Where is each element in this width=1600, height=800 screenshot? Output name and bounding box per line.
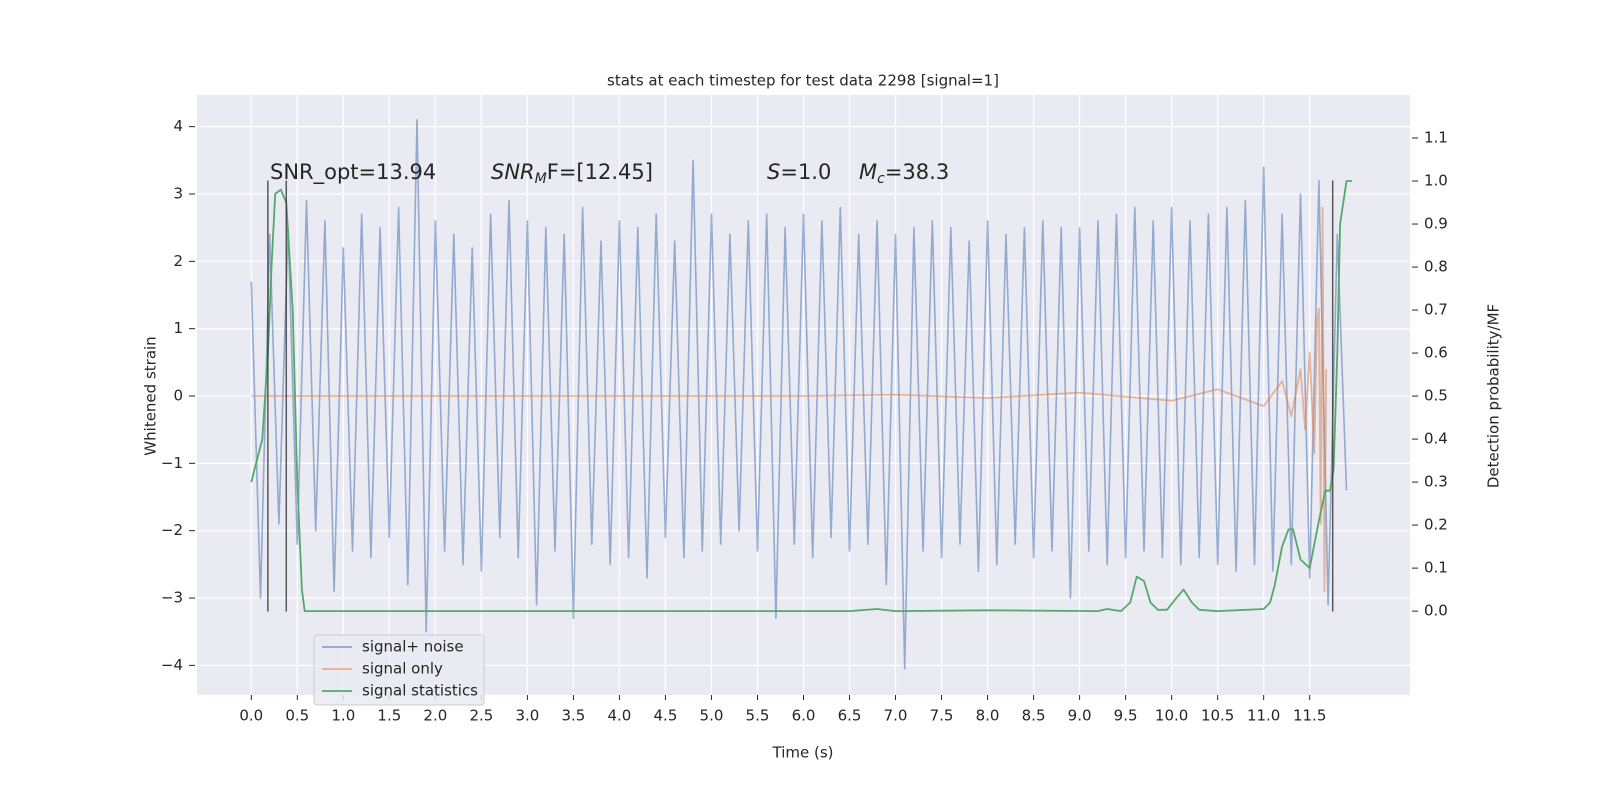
x-tick-label: 11.5 <box>1293 707 1326 725</box>
series-line <box>250 119 1348 670</box>
y2-axis-label: Detection probability/MF <box>1485 304 1503 488</box>
x-tick-label: 1.5 <box>377 707 401 725</box>
x-tick-label: 10.5 <box>1201 707 1234 725</box>
x-tick-label: 5.0 <box>700 707 724 725</box>
x-tick-label: 8.5 <box>1022 707 1046 725</box>
x-tick-label: 1.0 <box>331 707 355 725</box>
legend-label: signal+ noise <box>362 638 464 656</box>
y-axis-label: Whitened strain <box>142 336 160 455</box>
x-axis-label: Time (s) <box>772 744 834 762</box>
x-tick-label: 4.5 <box>654 707 678 725</box>
y2-tick-label: 0.6 <box>1424 344 1448 362</box>
legend-label: signal only <box>362 660 443 678</box>
x-tick-label: 11.0 <box>1247 707 1280 725</box>
y2-tick-label: 1.1 <box>1424 129 1448 147</box>
x-tick-label: 6.0 <box>792 707 816 725</box>
y2-tick-label: 0.7 <box>1424 301 1448 319</box>
annotation-base: S <box>767 160 780 184</box>
y2-tick-label: 0.0 <box>1424 602 1448 620</box>
series-line <box>250 180 1352 612</box>
legend-box <box>313 634 485 706</box>
x-tick-label: 0.5 <box>285 707 309 725</box>
x-tick-label: 3.0 <box>515 707 539 725</box>
y2-tick-label: 1.0 <box>1424 172 1448 190</box>
x-tick-label: 3.5 <box>561 707 585 725</box>
y-tick-label: −3 <box>161 589 183 607</box>
y-tick-label: 3 <box>173 184 183 202</box>
x-tick-label: 6.5 <box>838 707 862 725</box>
y2-tick-label: 0.5 <box>1424 387 1448 405</box>
y-tick-label: 4 <box>173 117 183 135</box>
grid <box>197 95 1410 695</box>
x-tick-label: 8.0 <box>976 707 1000 725</box>
y-tick-label: 0 <box>173 387 183 405</box>
x-tick-label: 9.0 <box>1068 707 1092 725</box>
x-tick-label: 9.5 <box>1114 707 1138 725</box>
annotation: Mc=38.3 <box>859 160 949 187</box>
x-tick-label: 2.5 <box>469 707 493 725</box>
marks <box>250 119 1352 670</box>
annotation-base: M <box>859 160 877 184</box>
annotation-base: SNR <box>491 160 535 184</box>
annotation-sub: c <box>877 171 885 187</box>
annotation: S=1.0 <box>767 160 831 184</box>
x-tick-label: 5.5 <box>746 707 770 725</box>
ticks: 0.0 0.5 1.0 1.5 2.0 2.5 3.0 3.5 4.0 4.5 5.0 5.5 6.0 6… <box>161 117 1448 724</box>
annotation-text: F=[12.45] <box>547 160 653 184</box>
x-tick-label: 7.0 <box>884 707 908 725</box>
y2-tick-label: 0.2 <box>1424 516 1448 534</box>
y2-tick-label: 0.1 <box>1424 559 1448 577</box>
y-tick-label: 2 <box>173 252 183 270</box>
annotation-text: SNR_opt=13.94 <box>270 160 436 185</box>
annotation: SNR_opt=13.94 <box>270 160 436 185</box>
y-tick-label: −4 <box>161 656 183 674</box>
chart-title: stats at each timestep for test data 229… <box>607 72 999 90</box>
y-tick-label: 1 <box>173 319 183 337</box>
y2-tick-label: 0.3 <box>1424 473 1448 491</box>
legend-label: signal statistics <box>362 682 478 700</box>
x-tick-label: 10.0 <box>1155 707 1188 725</box>
legend: signal+ noise signal only signal statistic… <box>313 634 485 706</box>
x-tick-label: 4.0 <box>608 707 632 725</box>
y2-tick-label: 0.4 <box>1424 430 1448 448</box>
annotation-text: =38.3 <box>885 160 949 184</box>
y2-tick-label: 0.8 <box>1424 258 1448 276</box>
x-tick-label: 7.5 <box>930 707 954 725</box>
y-tick-label: −2 <box>161 521 183 539</box>
annotation-sub: M <box>535 171 547 187</box>
series-line <box>251 206 1328 593</box>
annotation: SNRMF=[12.45] <box>491 160 653 187</box>
y2-tick-label: 0.9 <box>1424 215 1448 233</box>
annotation-text: =1.0 <box>780 160 831 184</box>
y-tick-label: −1 <box>161 454 183 472</box>
x-tick-label: 0.0 <box>239 707 263 725</box>
x-tick-label: 2.0 <box>423 707 447 725</box>
